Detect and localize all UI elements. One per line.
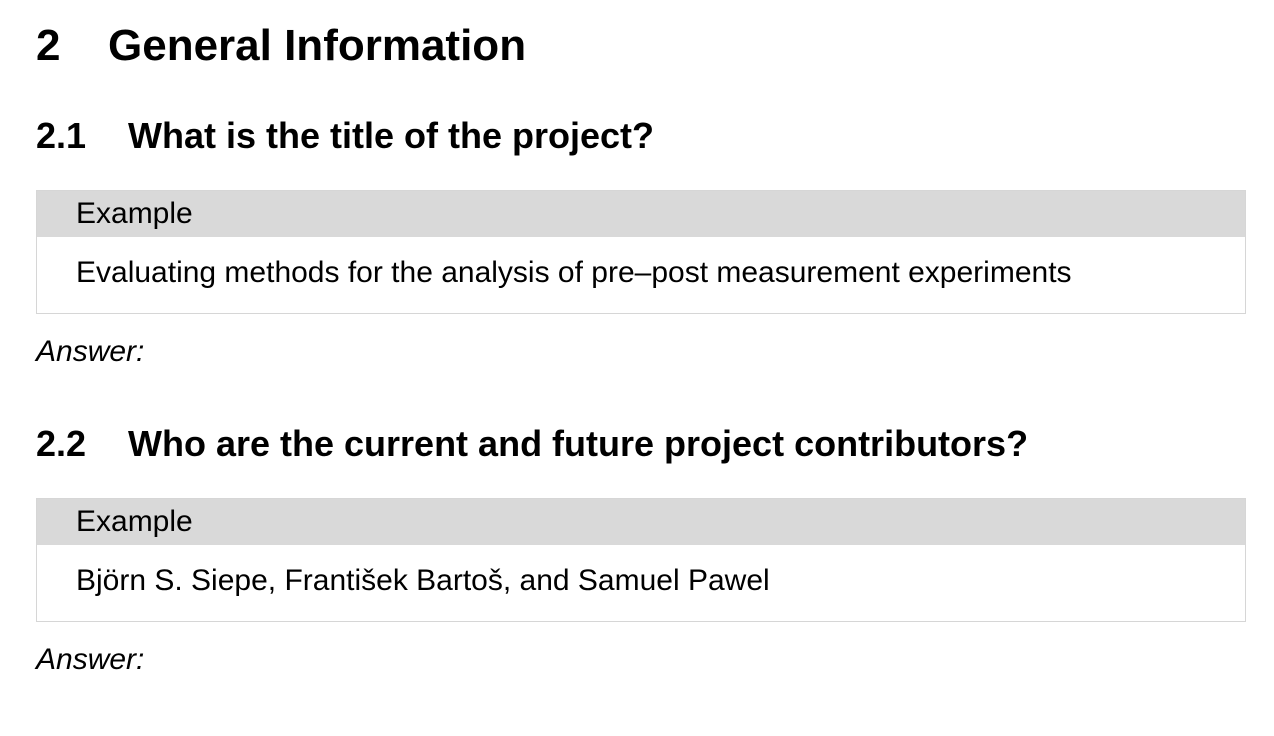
subsection-number: 2.2 — [36, 423, 87, 464]
example-label: Example — [37, 499, 1245, 545]
subsection-2-2: 2.2 Who are the current and future projec… — [36, 422, 1246, 678]
section-number: 2 — [36, 21, 61, 70]
section-heading: 2 General Information — [36, 20, 526, 72]
example-box: Example Björn S. Siepe, František Bartoš… — [36, 498, 1246, 622]
answer-label: Answer: — [36, 643, 145, 676]
subsection-title: What is the title of the project? — [128, 115, 655, 156]
subsection-title: Who are the current and future project c… — [128, 423, 1029, 464]
subsection-number: 2.1 — [36, 115, 87, 156]
example-text: Björn S. Siepe, František Bartoš, and Sa… — [76, 564, 770, 597]
subsection-heading: 2.1 What is the title of the project? — [36, 114, 1246, 158]
section-title: General Information — [108, 21, 527, 70]
subsection-2-1: 2.1 What is the title of the project? Exa… — [36, 114, 1246, 370]
answer-label: Answer: — [36, 335, 145, 368]
subsection-heading: 2.2 Who are the current and future projec… — [36, 422, 1246, 466]
example-text: Evaluating methods for the analysis of p… — [76, 256, 1072, 289]
example-label: Example — [37, 191, 1245, 237]
example-box: Example Evaluating methods for the analy… — [36, 190, 1246, 314]
